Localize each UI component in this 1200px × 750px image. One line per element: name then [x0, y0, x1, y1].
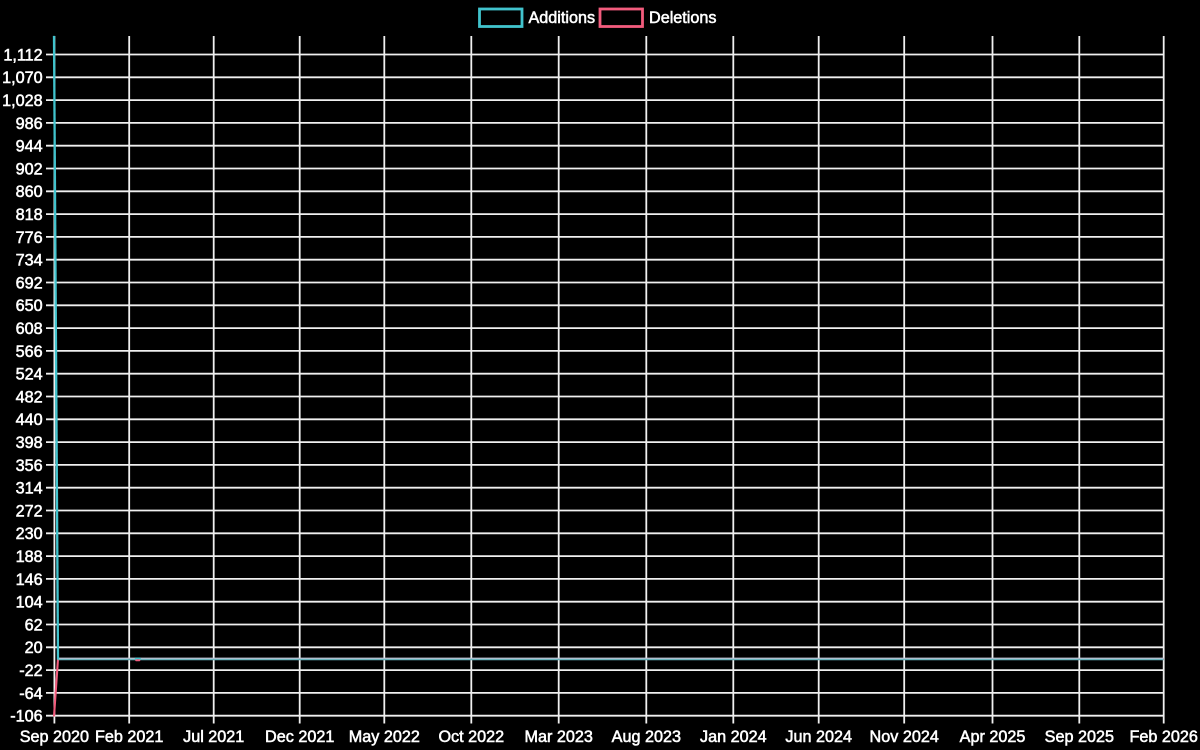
svg-text:146: 146: [16, 571, 43, 589]
svg-text:650: 650: [16, 297, 43, 315]
svg-text:944: 944: [16, 138, 43, 156]
svg-text:314: 314: [16, 480, 43, 498]
svg-text:-22: -22: [19, 662, 42, 680]
svg-text:Aug 2023: Aug 2023: [612, 728, 681, 746]
svg-text:1,070: 1,070: [2, 69, 43, 87]
svg-text:734: 734: [16, 252, 43, 270]
svg-text:-106: -106: [10, 708, 42, 726]
svg-text:Jun 2024: Jun 2024: [785, 728, 852, 746]
svg-text:398: 398: [16, 434, 43, 452]
svg-text:Sep 2020: Sep 2020: [20, 728, 89, 746]
svg-text:860: 860: [16, 183, 43, 201]
svg-text:566: 566: [16, 343, 43, 361]
svg-text:356: 356: [16, 457, 43, 475]
svg-text:Feb 2026: Feb 2026: [1129, 728, 1197, 746]
svg-text:-64: -64: [19, 685, 42, 703]
svg-text:Feb 2021: Feb 2021: [95, 728, 163, 746]
svg-text:692: 692: [16, 274, 43, 292]
svg-text:272: 272: [16, 502, 43, 520]
svg-text:1,028: 1,028: [2, 92, 43, 110]
svg-text:776: 776: [16, 229, 43, 247]
svg-text:188: 188: [16, 548, 43, 566]
svg-text:104: 104: [16, 594, 43, 612]
svg-text:1,112: 1,112: [3, 46, 42, 64]
svg-text:Nov 2024: Nov 2024: [870, 728, 939, 746]
svg-text:524: 524: [16, 366, 43, 384]
svg-text:Apr 2025: Apr 2025: [960, 728, 1026, 746]
svg-text:Additions: Additions: [529, 9, 596, 27]
svg-text:Mar 2023: Mar 2023: [525, 728, 593, 746]
svg-text:Dec 2021: Dec 2021: [265, 728, 334, 746]
svg-text:Oct 2022: Oct 2022: [438, 728, 504, 746]
svg-text:May 2022: May 2022: [349, 728, 420, 746]
svg-text:902: 902: [16, 160, 43, 178]
svg-text:482: 482: [16, 388, 43, 406]
svg-text:818: 818: [16, 206, 43, 224]
svg-text:20: 20: [25, 639, 43, 657]
svg-text:440: 440: [16, 411, 43, 429]
svg-text:Jan 2024: Jan 2024: [700, 728, 767, 746]
svg-text:608: 608: [16, 320, 43, 338]
svg-text:Sep 2025: Sep 2025: [1045, 728, 1114, 746]
svg-text:Jul 2021: Jul 2021: [183, 728, 244, 746]
svg-text:230: 230: [16, 525, 43, 543]
svg-text:Deletions: Deletions: [649, 9, 717, 27]
svg-text:62: 62: [25, 616, 43, 634]
svg-text:986: 986: [16, 115, 43, 133]
